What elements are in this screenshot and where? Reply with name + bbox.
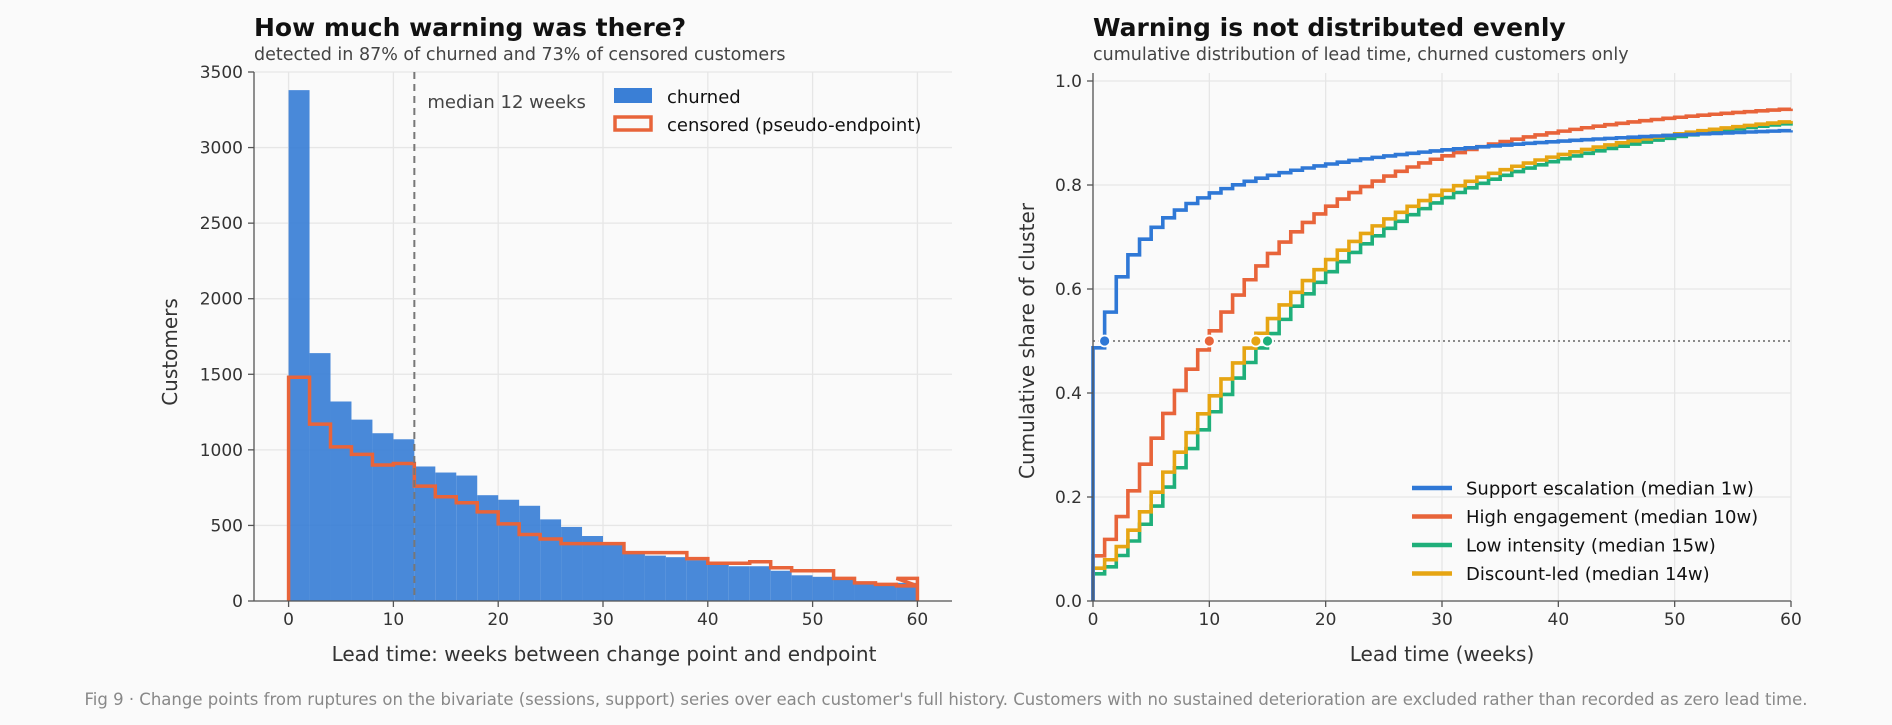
churned-bar bbox=[372, 433, 394, 601]
left-ytick-label: 500 bbox=[211, 516, 243, 536]
churned-bar bbox=[791, 575, 813, 601]
left-xtick-label: 30 bbox=[592, 610, 614, 630]
right-xtick-label: 10 bbox=[1199, 610, 1221, 630]
right-ytick-label: 0.4 bbox=[1055, 384, 1082, 404]
legend-support-escalation-label: Support escalation (median 1w) bbox=[1466, 479, 1754, 500]
legend-low-intensity-label: Low intensity (median 15w) bbox=[1466, 536, 1716, 557]
churned-bar bbox=[812, 576, 834, 601]
churned-bar bbox=[351, 419, 373, 601]
legend-high-engagement-label: High engagement (median 10w) bbox=[1466, 507, 1758, 528]
right-ytick-label: 0.8 bbox=[1055, 176, 1082, 196]
right-xtick-label: 30 bbox=[1431, 610, 1453, 630]
right-ytick-label: 0.0 bbox=[1055, 592, 1082, 612]
churned-bar bbox=[770, 570, 792, 601]
left-axes: 0 500 1000 1500 2000 2500 3000 3500 0 10 20 30 40 50 6… bbox=[200, 63, 952, 630]
churned-bar bbox=[854, 582, 876, 601]
left-xtick-label: 20 bbox=[487, 610, 509, 630]
churned-bars bbox=[288, 90, 918, 601]
churned-bar bbox=[540, 519, 562, 601]
censored-step-line bbox=[286, 375, 920, 601]
legend-label-censored: censored (pseudo-endpoint) bbox=[667, 115, 921, 136]
left-xtick-label: 10 bbox=[383, 610, 405, 630]
left-ytick-label: 3500 bbox=[200, 63, 243, 83]
churned-bar bbox=[623, 551, 645, 601]
churned-bar bbox=[603, 542, 624, 601]
left-gridlines bbox=[254, 71, 952, 602]
left-xtick-label: 60 bbox=[907, 610, 929, 630]
churned-bar bbox=[309, 353, 331, 601]
churned-bar bbox=[435, 472, 457, 601]
left-y-axis-label: Customers bbox=[158, 298, 182, 406]
figure-caption: Fig 9 · Change points from ruptures on t… bbox=[84, 690, 1807, 709]
legend-label-churned: churned bbox=[667, 87, 741, 108]
churned-bar bbox=[833, 579, 855, 601]
left-ytick-label: 2000 bbox=[200, 290, 243, 310]
left-ytick-label: 1500 bbox=[200, 365, 243, 385]
churned-bar bbox=[288, 90, 310, 601]
churned-bar bbox=[456, 475, 478, 601]
churned-bar bbox=[519, 505, 541, 601]
left-ytick-label: 2500 bbox=[200, 214, 243, 234]
left-xtick-label: 0 bbox=[283, 610, 294, 630]
right-xtick-label: 20 bbox=[1315, 610, 1337, 630]
churned-bar bbox=[728, 566, 750, 601]
churned-bar bbox=[686, 560, 708, 601]
churned-bar bbox=[393, 439, 415, 601]
support-escalation-median-dot bbox=[1098, 334, 1112, 348]
median-label: median 12 weeks bbox=[427, 92, 585, 113]
left-chart-title: How much warning was there? bbox=[254, 13, 686, 42]
churned-bar bbox=[665, 557, 687, 601]
churned-bar bbox=[561, 526, 583, 601]
left-ytick-label: 1000 bbox=[200, 441, 243, 461]
right-ytick-label: 0.6 bbox=[1055, 280, 1082, 300]
right-y-axis-label: Cumulative share of cluster bbox=[1015, 202, 1039, 479]
right-legend: Support escalation (median 1w) High engag… bbox=[1412, 479, 1758, 585]
high-engagement-median-dot bbox=[1202, 334, 1216, 348]
right-chart-subtitle: cumulative distribution of lead time, ch… bbox=[1093, 45, 1629, 65]
left-ytick-label: 0 bbox=[232, 592, 243, 612]
churned-bar bbox=[749, 566, 771, 601]
left-ytick-label: 3000 bbox=[200, 139, 243, 159]
right-xtick-label: 60 bbox=[1780, 610, 1802, 630]
left-xtick-label: 50 bbox=[802, 610, 824, 630]
cdf-panel: Warning is not distributed evenly cumula… bbox=[1015, 13, 1802, 666]
support-escalation-line bbox=[1091, 128, 1793, 601]
right-xtick-label: 0 bbox=[1088, 610, 1099, 630]
churned-bar bbox=[644, 555, 666, 601]
legend-swatch-churned bbox=[614, 88, 652, 103]
legend-discount-led-label: Discount-led (median 14w) bbox=[1466, 564, 1710, 585]
left-x-axis-label: Lead time: weeks between change point an… bbox=[332, 642, 877, 666]
low-intensity-median-dot bbox=[1261, 334, 1274, 348]
cdf-lines bbox=[1091, 107, 1793, 601]
left-chart-subtitle: detected in 87% of churned and 73% of ce… bbox=[254, 45, 786, 65]
right-chart-title: Warning is not distributed evenly bbox=[1093, 13, 1566, 42]
discount-led-median-dot bbox=[1249, 334, 1263, 348]
left-xtick-label: 40 bbox=[697, 610, 719, 630]
churned-bar bbox=[414, 466, 436, 601]
churned-bar bbox=[707, 563, 729, 601]
right-xtick-label: 40 bbox=[1548, 610, 1570, 630]
churned-bar bbox=[477, 495, 499, 601]
left-legend: churned censored (pseudo-endpoint) bbox=[613, 87, 921, 136]
churned-bar bbox=[330, 401, 352, 601]
churned-bar bbox=[498, 499, 520, 601]
histogram-panel: How much warning was there? detected in … bbox=[158, 13, 952, 666]
churned-bar bbox=[875, 584, 897, 601]
right-ytick-label: 0.2 bbox=[1055, 488, 1082, 508]
right-ytick-label: 1.0 bbox=[1055, 72, 1082, 92]
right-x-axis-label: Lead time (weeks) bbox=[1350, 642, 1535, 666]
right-xtick-label: 50 bbox=[1664, 610, 1686, 630]
right-axes: 0.0 0.2 0.4 0.6 0.8 1.0 0 10 20 30 40 50 60 bbox=[1055, 72, 1802, 630]
churned-bar bbox=[582, 536, 603, 601]
legend-swatch-censored bbox=[613, 115, 653, 132]
